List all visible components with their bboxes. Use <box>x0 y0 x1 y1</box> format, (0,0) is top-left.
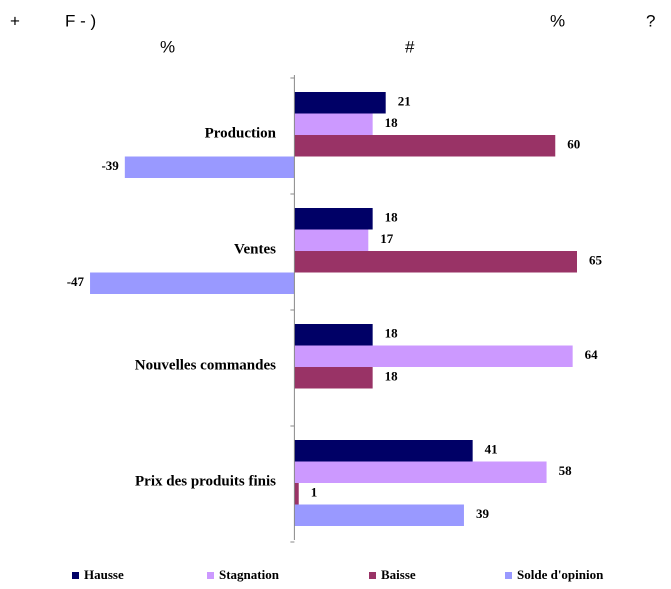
bar <box>294 324 373 346</box>
bar <box>294 504 464 526</box>
bar <box>294 367 373 389</box>
bar <box>294 208 373 230</box>
bar <box>294 113 373 135</box>
category-label: Ventes <box>234 241 276 257</box>
category-label: Prix des produits finis <box>135 473 276 489</box>
data-label: 65 <box>589 253 603 268</box>
data-label: 39 <box>476 506 490 521</box>
bar <box>124 156 295 178</box>
bar <box>294 135 556 157</box>
data-label: 41 <box>485 442 498 457</box>
bar <box>294 440 473 462</box>
legend-marker <box>72 572 79 579</box>
annotation: + <box>10 11 20 30</box>
annotation: # <box>405 37 415 56</box>
legend-label: Solde d'opinion <box>517 567 604 582</box>
data-label: 60 <box>567 137 580 152</box>
annotation: % <box>160 37 175 56</box>
data-label: 18 <box>385 210 399 225</box>
data-label: 64 <box>585 347 599 362</box>
legend-label: Baisse <box>381 567 416 582</box>
data-label: -39 <box>101 158 119 173</box>
bar <box>294 229 369 251</box>
category-label: Production <box>205 125 277 141</box>
legend-label: Hausse <box>84 567 124 582</box>
annotation: F - ) <box>65 11 96 30</box>
data-label: 18 <box>385 369 399 384</box>
bar <box>294 92 386 114</box>
category-label: Nouvelles commandes <box>135 357 276 373</box>
annotation: ? <box>646 11 655 30</box>
bar <box>294 251 577 273</box>
legend-marker <box>505 572 512 579</box>
legend-marker <box>207 572 214 579</box>
bar <box>294 483 299 505</box>
legend-label: Stagnation <box>219 567 280 582</box>
data-label: 58 <box>559 463 573 478</box>
legend-marker <box>369 572 376 579</box>
annotation: % <box>550 11 565 30</box>
data-label: 18 <box>385 115 399 130</box>
data-label: 17 <box>380 231 394 246</box>
data-label: -47 <box>67 274 85 289</box>
bar <box>294 461 547 483</box>
bar <box>90 272 295 294</box>
data-label: 1 <box>311 485 318 500</box>
data-label: 18 <box>385 326 399 341</box>
data-label: 21 <box>398 94 411 109</box>
bar <box>294 345 573 367</box>
